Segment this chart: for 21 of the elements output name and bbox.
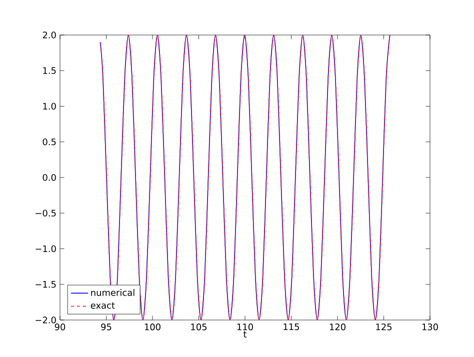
y-tick-label: −2.0 [36, 316, 56, 324]
x-tick-label: 110 [237, 324, 253, 330]
x-tick-label: 130 [422, 324, 438, 330]
x-tick-label: 95 [101, 324, 112, 330]
x-tick-label: 90 [54, 324, 66, 330]
x-tick-label: 115 [284, 324, 300, 330]
y-tick-label: −1.5 [36, 281, 56, 288]
legend-label: exact [90, 302, 115, 309]
x-tick-label: 100 [144, 324, 160, 330]
x-tick-label: 125 [376, 324, 392, 330]
y-tick-label: 0.0 [42, 174, 56, 181]
legend-label: numerical [91, 289, 134, 296]
x-tick-label: 105 [191, 324, 207, 330]
x-tick-label: 120 [330, 324, 346, 330]
x-axis-title: t [243, 331, 247, 338]
y-tick-label: −0.5 [36, 210, 56, 217]
y-tick-label: −1.0 [36, 245, 56, 252]
y-tick-label: 1.0 [43, 102, 56, 110]
y-tick-label: 1.5 [43, 67, 56, 74]
y-tick-label: 2.0 [42, 32, 56, 38]
y-tick-label: 0.5 [42, 138, 56, 146]
